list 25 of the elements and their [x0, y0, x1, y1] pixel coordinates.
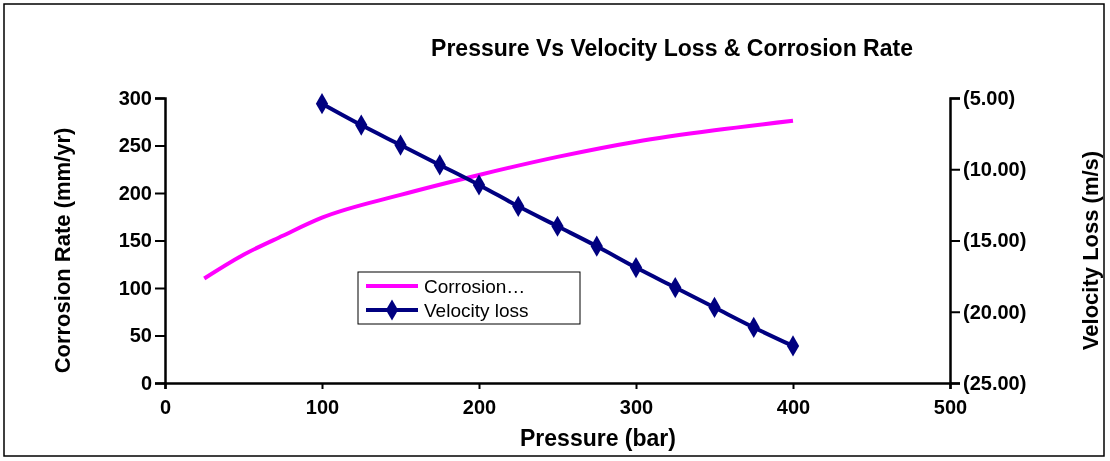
y-tick-label: 300: [118, 86, 152, 109]
x-tick-label: 100: [305, 396, 340, 418]
y-tick-label: 0: [140, 371, 152, 394]
y-tick-label: 200: [118, 181, 152, 204]
x-tick-label: 200: [462, 396, 497, 418]
x-tick-label: 400: [776, 396, 811, 418]
y2-axis-title: Velocity Loss (m/s): [1078, 150, 1103, 351]
legend-label: Velocity loss: [424, 300, 529, 321]
line-series: [202, 118, 795, 281]
y-tick-label: 150: [118, 229, 152, 252]
x-tick-label: 300: [619, 396, 654, 418]
x-tick-label: 500: [933, 396, 968, 418]
y-tick-label: 250: [118, 134, 152, 157]
y2-tick-label: (25.00): [963, 371, 1027, 394]
y-tick-label: 100: [118, 276, 152, 299]
y2-tick-label: (5.00): [963, 86, 1016, 109]
y-axis-title: Corrosion Rate (mm/yr): [50, 127, 75, 374]
legend-label: Corrosion…: [424, 276, 526, 297]
x-axis-title: Pressure (bar): [520, 425, 676, 451]
y2-tick-label: (10.00): [963, 158, 1027, 181]
chart-title: Pressure Vs Velocity Loss & Corrosion Rate: [431, 35, 913, 61]
y-tick-label: 50: [129, 324, 152, 347]
y2-tick-label: (15.00): [963, 229, 1027, 252]
x-tick-label: 0: [159, 396, 172, 418]
y2-tick-label: (20.00): [963, 300, 1027, 323]
